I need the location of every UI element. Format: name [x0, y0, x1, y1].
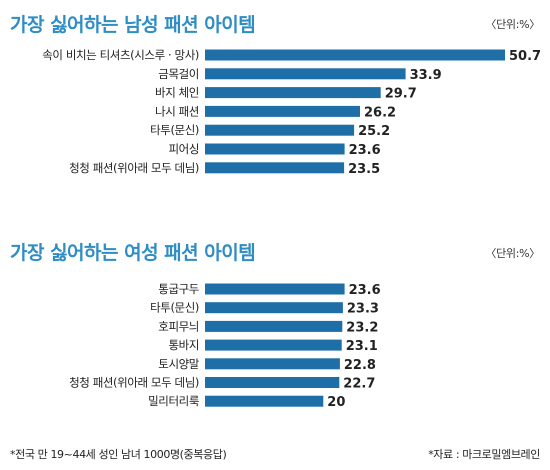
- women-value-label: 23.6: [349, 283, 381, 298]
- chart-title-women: 가장 싫어하는 여성 패션 아이템: [10, 242, 256, 264]
- women-bar: [205, 395, 324, 407]
- men-value-label: 26.2: [364, 105, 396, 120]
- women-value-label: 20: [327, 395, 345, 410]
- men-category-label: 바지 체인: [155, 86, 199, 100]
- men-category-label: 청청 패션(위아래 모두 데님): [69, 161, 199, 175]
- women-value-label: 23.3: [347, 302, 379, 317]
- men-bar: [205, 124, 355, 136]
- chart-title-men: 가장 싫어하는 남성 패션 아이템: [10, 14, 256, 36]
- women-category-label: 호피무늬: [158, 319, 199, 333]
- women-value-label: 22.8: [344, 358, 376, 373]
- men-category-label: 속이 비치는 티셔츠(시스루 · 망사): [42, 48, 199, 62]
- men-value-label: 25.2: [358, 124, 390, 139]
- footnote-source: *자료 : 마크로밀엠브레인: [428, 448, 540, 461]
- women-bar: [205, 339, 342, 351]
- men-value-label: 50.7: [509, 49, 541, 64]
- men-category-label: 금목걸이: [158, 67, 199, 81]
- women-category-label: 토시양말: [158, 357, 200, 371]
- women-bar: [205, 283, 345, 295]
- men-category-label: 피어싱: [168, 142, 199, 156]
- women-bar: [205, 377, 340, 388]
- men-bar: [205, 162, 345, 174]
- men-value-label: 23.5: [348, 162, 380, 177]
- men-category-label: 나시 패션: [155, 104, 199, 118]
- unit-label-women: 〈단위:%〉: [485, 247, 540, 260]
- women-bar: [205, 358, 340, 370]
- men-value-label: 29.7: [385, 87, 417, 102]
- bar-chart-women: 통굽구두 23.6 타투(문신) 23.3 호피무늬 23.2 통바지 23.1 토시양말 22.…: [69, 282, 381, 410]
- men-value-label: 23.6: [349, 143, 381, 158]
- women-category-label: 통굽구두: [158, 282, 199, 296]
- women-bar: [205, 302, 343, 314]
- men-value-label: 33.9: [410, 68, 442, 83]
- unit-label-men: 〈단위:%〉: [485, 18, 540, 31]
- women-bar: [205, 320, 343, 332]
- women-category-label: 청청 패션(위아래 모두 데님): [69, 376, 199, 390]
- men-bar: [205, 105, 360, 117]
- men-bar: [205, 87, 381, 99]
- men-bar: [205, 49, 505, 61]
- men-category-label: 타투(문신): [150, 123, 199, 137]
- women-value-label: 23.2: [346, 320, 378, 335]
- bar-chart-men: 속이 비치는 티셔츠(시스루 · 망사) 50.7 금목걸이 33.9 바지 체인 29.…: [42, 48, 541, 177]
- men-bar: [205, 68, 406, 80]
- women-category-label: 타투(문신): [150, 301, 199, 315]
- women-value-label: 23.1: [346, 339, 378, 354]
- women-category-label: 밀리터리룩: [148, 394, 199, 408]
- women-category-label: 통바지: [168, 338, 199, 352]
- footnote-survey: *전국 만 19~44세 성인 남녀 1000명(중복응답): [10, 448, 227, 461]
- women-value-label: 22.7: [343, 377, 375, 392]
- men-bar: [205, 143, 345, 155]
